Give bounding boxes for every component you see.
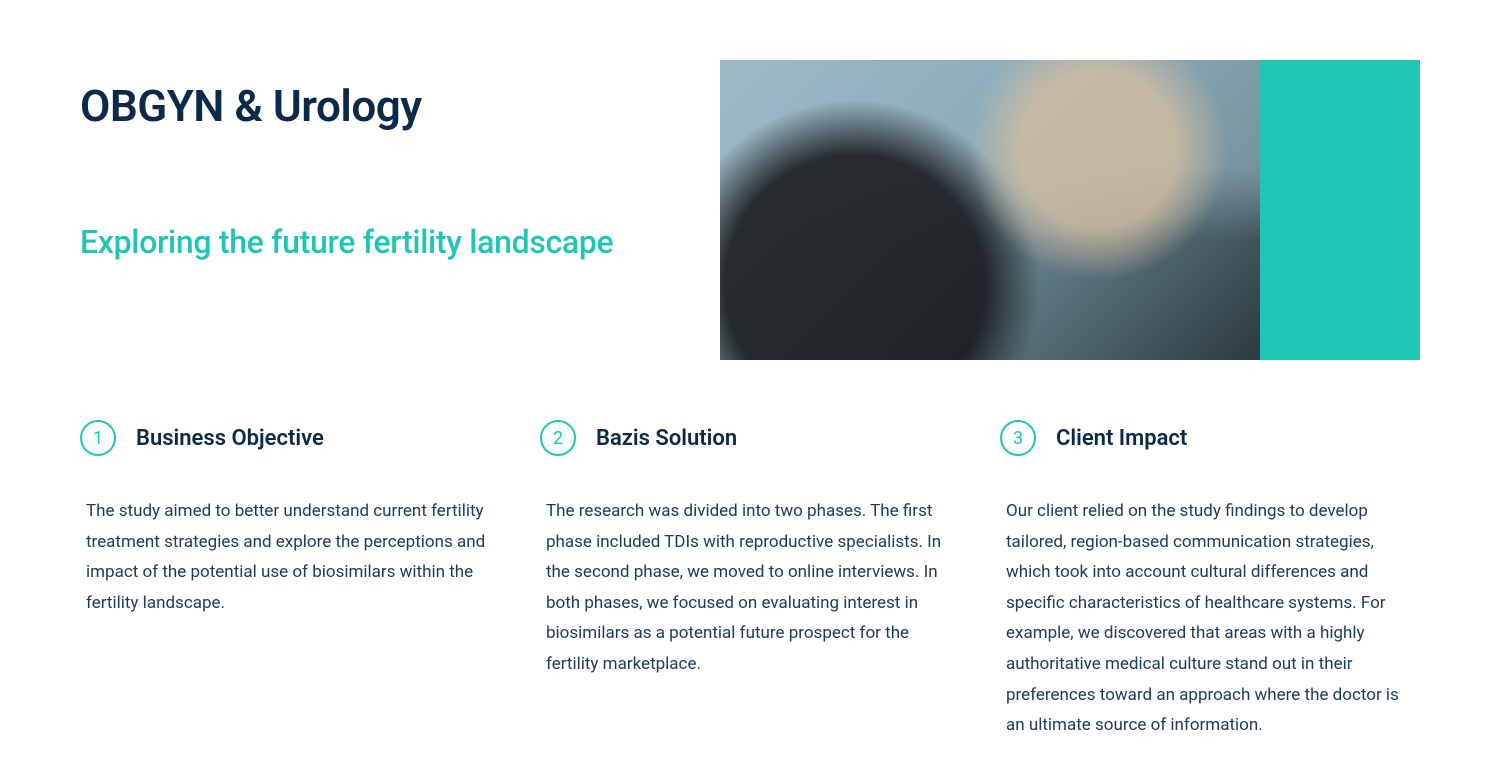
column-title: Business Objective (136, 426, 324, 451)
step-number-circle: 1 (80, 420, 116, 456)
page-container: OBGYN & Urology Exploring the future fer… (0, 0, 1500, 781)
step-number-circle: 3 (1000, 420, 1036, 456)
title-block: OBGYN & Urology Exploring the future fer… (80, 80, 720, 262)
column-body: The research was divided into two phases… (540, 496, 960, 680)
hero-image (720, 60, 1260, 360)
hero-image-block (720, 60, 1420, 360)
column-body: The study aimed to better understand cur… (80, 496, 500, 618)
column-title: Bazis Solution (596, 426, 737, 451)
page-title: OBGYN & Urology (80, 80, 680, 132)
column-header: 3 Client Impact (1000, 420, 1420, 456)
column-business-objective: 1 Business Objective The study aimed to … (80, 420, 500, 741)
column-body: Our client relied on the study findings … (1000, 496, 1420, 741)
hero-teal-band (1260, 60, 1420, 360)
column-title: Client Impact (1056, 426, 1187, 451)
column-bazis-solution: 2 Bazis Solution The research was divide… (540, 420, 960, 741)
step-number-circle: 2 (540, 420, 576, 456)
column-header: 1 Business Objective (80, 420, 500, 456)
page-subtitle: Exploring the future fertility landscape (80, 222, 680, 262)
column-header: 2 Bazis Solution (540, 420, 960, 456)
columns: 1 Business Objective The study aimed to … (80, 420, 1420, 741)
column-client-impact: 3 Client Impact Our client relied on the… (1000, 420, 1420, 741)
top-row: OBGYN & Urology Exploring the future fer… (80, 80, 1420, 360)
